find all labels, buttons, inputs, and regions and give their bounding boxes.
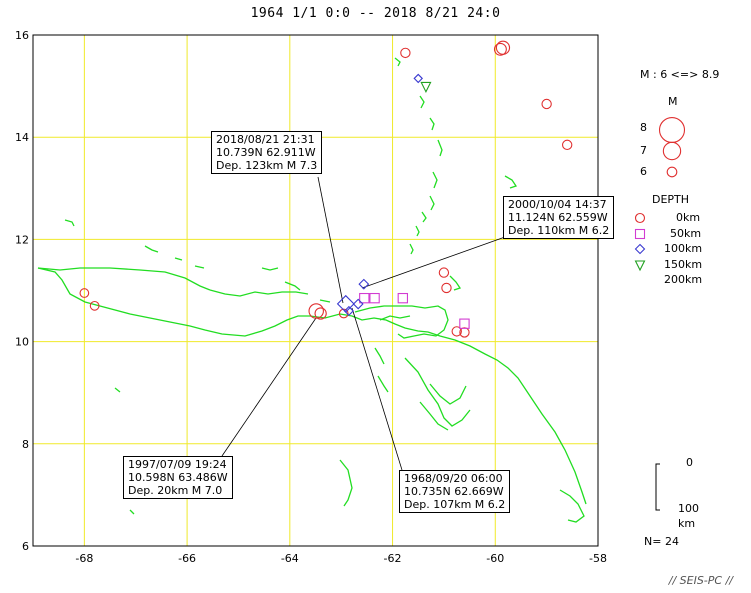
callout-2018-date: 2018/08/21 21:31	[216, 133, 315, 146]
legend-magnitude-symbol-2	[666, 166, 678, 178]
y-tick-label-3: 12	[15, 233, 29, 246]
depth-label-200: 200km	[664, 273, 703, 286]
legend-depth-triangle	[634, 260, 646, 272]
callout-2000: 2000/10/04 14:37 11.124N 62.559W Dep. 11…	[503, 196, 615, 239]
event-marker-8	[89, 300, 100, 311]
callout-2018-coords: 10.739N 62.911W	[216, 146, 316, 159]
callout-1997-depth-mag: Dep. 20km M 7.0	[128, 484, 223, 497]
depth-scale-top: 0	[686, 456, 693, 469]
callout-1997-coords: 10.598N 63.486W	[128, 471, 228, 484]
event-marker-11	[451, 326, 462, 337]
magnitude-label-7: 7	[640, 144, 647, 157]
callout-1997: 1997/07/09 19:24 10.598N 63.486W Dep. 20…	[123, 456, 233, 499]
depth-label-0: 0km	[676, 211, 701, 224]
magnitude-label-6: 6	[640, 165, 647, 178]
event-marker-15	[338, 308, 349, 319]
event-marker-14	[308, 303, 324, 319]
event-marker-6	[420, 81, 432, 93]
callout-2000-date: 2000/10/04 14:37	[508, 198, 607, 211]
event-marker-1	[493, 42, 507, 56]
event-marker-5	[413, 73, 424, 84]
depth-scale-bottom: 100	[678, 502, 699, 515]
callout-1968-depth-mag: Dep. 107km M 6.2	[404, 498, 506, 511]
event-count: N= 24	[644, 535, 679, 548]
x-tick-label-2: -64	[281, 552, 299, 565]
depth-scale-unit: km	[678, 517, 696, 530]
y-tick-label-5: 16	[15, 29, 29, 42]
y-tick-label-1: 8	[22, 438, 29, 451]
magnitude-title: M	[668, 95, 678, 108]
event-marker-18	[397, 292, 409, 304]
x-tick-label-1: -66	[178, 552, 196, 565]
magnitude-label-8: 8	[640, 121, 647, 134]
event-marker-9	[438, 267, 450, 278]
depth-label-50: 50km	[670, 227, 702, 240]
y-tick-label-4: 14	[15, 131, 29, 144]
event-marker-10	[441, 282, 452, 294]
callout-1997-date: 1997/07/09 19:24	[128, 458, 227, 471]
event-marker-4	[561, 139, 573, 151]
map-title: 1964 1/1 0:0 -- 2018 8/21 24:0	[250, 6, 501, 21]
event-marker-21	[358, 278, 370, 290]
callout-2018: 2018/08/21 21:31 10.739N 62.911W Dep. 12…	[211, 131, 323, 174]
y-tick-label-2: 10	[15, 336, 29, 349]
callout-2000-coords: 11.124N 62.559W	[508, 211, 608, 224]
map-frame	[32, 34, 599, 547]
legend-magnitude-symbol-1	[662, 141, 682, 161]
event-marker-22	[352, 298, 364, 310]
map-grid	[33, 34, 599, 547]
event-marker-12	[459, 327, 470, 338]
event-marker-16	[359, 292, 370, 304]
magnitude-range: M : 6 <=> 8.9	[640, 68, 720, 81]
x-tick-label-3: -62	[384, 552, 402, 565]
depth-scale-bar	[655, 463, 660, 511]
callout-1968-coords: 10.735N 62.669W	[404, 485, 504, 498]
callout-1968: 1968/09/20 06:00 10.735N 62.669W Dep. 10…	[399, 470, 511, 513]
legend-symbols	[634, 116, 686, 511]
y-tick-label-0: 6	[22, 540, 29, 553]
event-marker-3	[541, 98, 552, 110]
legend-depth-circle	[634, 212, 646, 224]
event-marker-2	[400, 47, 411, 59]
callout-2000-depth-mag: Dep. 110km M 6.2	[508, 224, 610, 237]
credit-label: // SEIS-PC //	[668, 574, 733, 587]
depth-label-100: 100km	[664, 242, 703, 255]
callout-1968-date: 1968/09/20 06:00	[404, 472, 503, 485]
event-marker-7	[79, 288, 90, 298]
legend-depth-square	[634, 228, 646, 240]
map-axes: -68 -66 -64 -62 -60 -58 6 8 10 12 14 16	[15, 29, 607, 565]
event-markers	[79, 40, 573, 338]
event-marker-19	[459, 318, 470, 329]
callout-leaders	[221, 176, 506, 471]
x-tick-label-5: -58	[589, 552, 607, 565]
callout-2018-depth-mag: Dep. 123km M 7.3	[216, 159, 318, 172]
x-tick-label-0: -68	[75, 552, 93, 565]
event-marker-17	[369, 292, 380, 304]
coastline	[37, 57, 587, 523]
depth-label-150: 150km	[664, 258, 703, 271]
event-marker-13	[314, 307, 327, 320]
legend-magnitude-symbol-0	[658, 116, 686, 144]
legend-depth-diamond	[634, 243, 646, 255]
depth-title: DEPTH	[652, 193, 690, 206]
x-tick-label-4: -60	[486, 552, 504, 565]
event-marker-23	[343, 305, 354, 317]
